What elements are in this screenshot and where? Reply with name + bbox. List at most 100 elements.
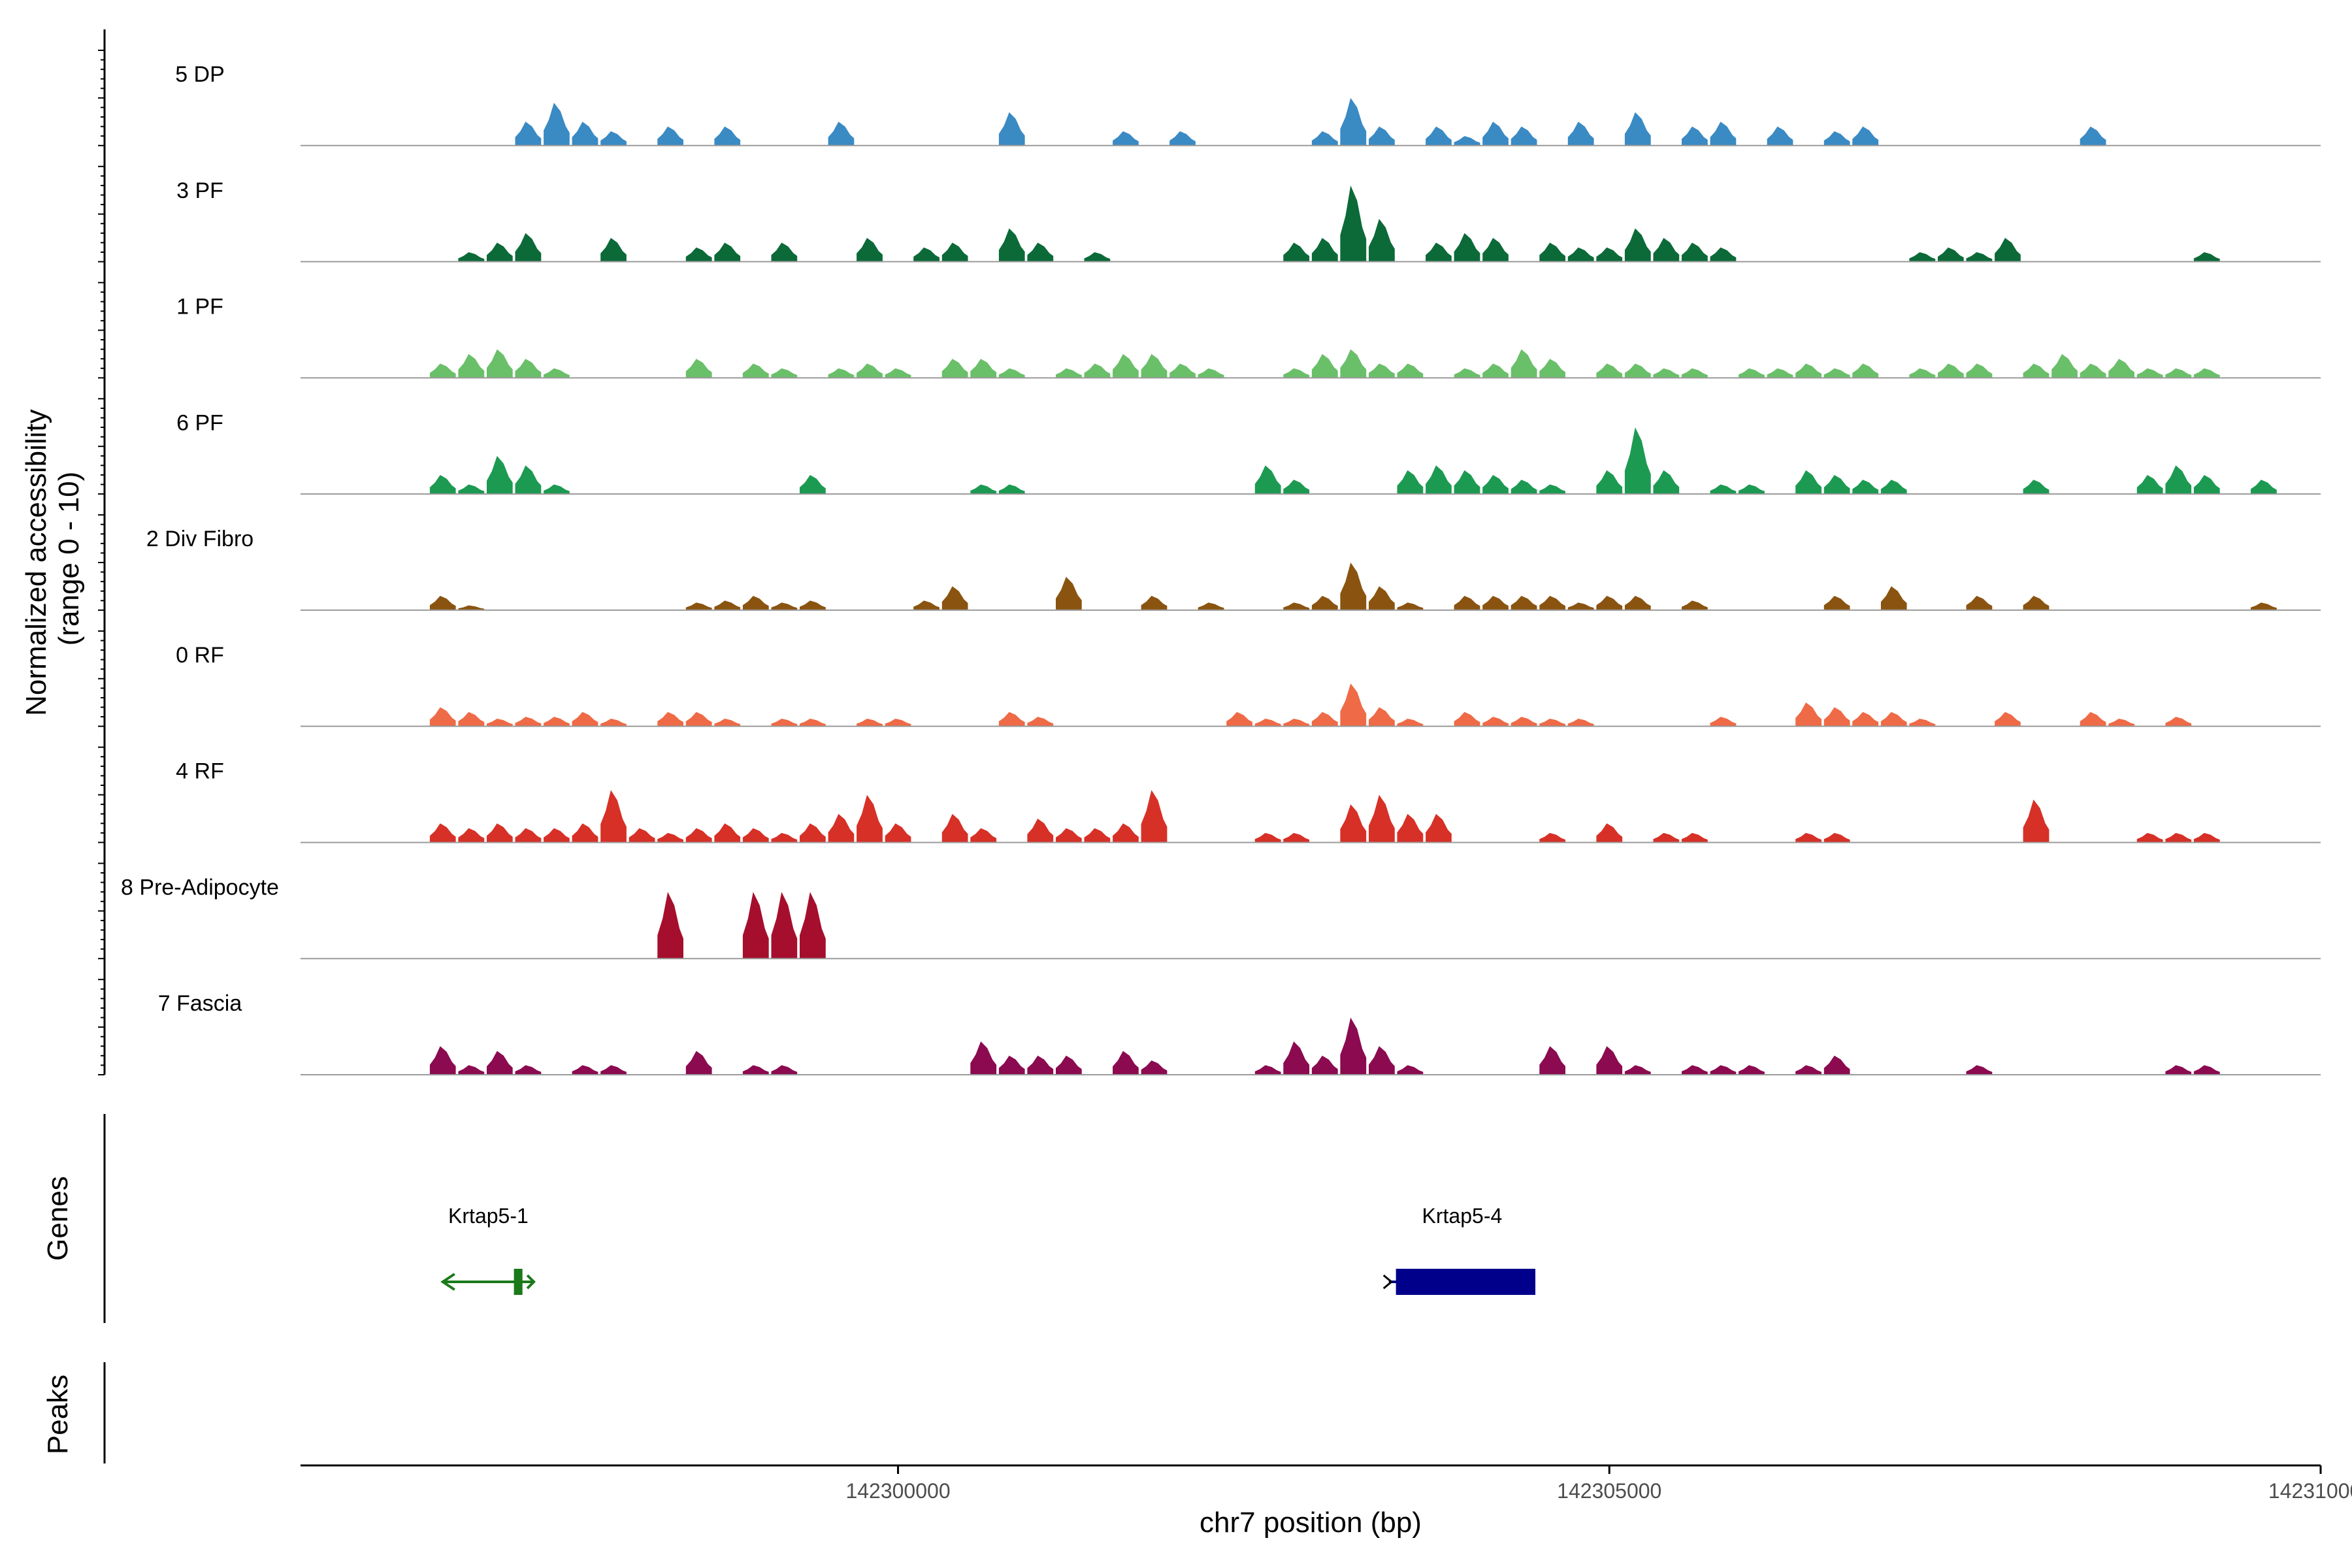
coverage-peak bbox=[2165, 832, 2192, 843]
coverage-peak bbox=[1254, 719, 1281, 727]
coverage-peak bbox=[1511, 596, 1537, 610]
coverage-peak bbox=[1653, 832, 1680, 843]
coverage-peak bbox=[1596, 596, 1623, 610]
coverage-peak bbox=[1624, 427, 1651, 495]
coverage-peak bbox=[1567, 602, 1594, 610]
coverage-peak bbox=[1141, 596, 1168, 610]
coverage-peak bbox=[1938, 247, 1964, 262]
coverage-peak bbox=[771, 892, 798, 959]
coverage-peak bbox=[1311, 1055, 1338, 1075]
coverage-peak bbox=[1710, 484, 1737, 495]
coverage-peak bbox=[1653, 238, 1680, 262]
gene-krtap5-4: Krtap5-4 bbox=[1382, 1204, 1536, 1295]
coverage-y-ticks bbox=[98, 50, 105, 1075]
coverage-peak bbox=[885, 368, 911, 378]
coverage-peak bbox=[2193, 368, 2220, 378]
coverage-peak bbox=[1966, 252, 1993, 262]
coverage-peak bbox=[941, 242, 968, 262]
coverage-peak bbox=[1909, 252, 1936, 262]
coverage-peak bbox=[913, 247, 939, 262]
coverage-peak bbox=[429, 1046, 456, 1075]
coverage-peak bbox=[1141, 353, 1168, 378]
coverage-peak bbox=[1739, 1065, 1765, 1075]
coverage-peak bbox=[1539, 596, 1565, 610]
coverage-peak bbox=[458, 711, 485, 727]
coverage-peak bbox=[1710, 717, 1737, 727]
coverage-peak bbox=[1624, 228, 1651, 262]
coverage-peak bbox=[742, 892, 769, 959]
coverage-peak bbox=[2165, 368, 2192, 378]
x-axis-title: chr7 position (bp) bbox=[1200, 1507, 1422, 1539]
coverage-peak bbox=[685, 711, 712, 727]
gene-start-cap-icon bbox=[1382, 1274, 1394, 1290]
coverage-peak bbox=[2051, 353, 2078, 378]
coverage-peak bbox=[544, 828, 570, 843]
coverage-peak bbox=[1340, 97, 1367, 146]
coverage-peak bbox=[2165, 465, 2192, 495]
coverage-peak bbox=[800, 892, 826, 959]
coverage-peak bbox=[458, 828, 485, 843]
coverage-peak bbox=[1311, 353, 1338, 378]
coverage-peak bbox=[1369, 586, 1395, 610]
coverage-peak bbox=[1311, 131, 1338, 146]
coverage-peak bbox=[2023, 799, 2050, 843]
coverage-peak bbox=[998, 112, 1025, 146]
coverage-peak bbox=[1653, 368, 1680, 378]
coverage-peak bbox=[828, 368, 855, 378]
coverage-peak bbox=[1539, 242, 1565, 262]
coverage-peak bbox=[657, 832, 683, 843]
coverage-peak bbox=[515, 233, 542, 262]
coverage-peak bbox=[600, 719, 627, 727]
coverage-peak bbox=[1966, 596, 1993, 610]
track-1-pf: 1 PF bbox=[176, 295, 2321, 379]
coverage-peak bbox=[2136, 368, 2163, 378]
coverage-peak bbox=[1909, 719, 1936, 727]
coverage-peak bbox=[1056, 1055, 1082, 1075]
coverage-peak bbox=[1511, 126, 1537, 146]
coverage-peak bbox=[1426, 813, 1452, 843]
coverage-peak bbox=[429, 475, 456, 495]
coverage-peak bbox=[1340, 683, 1367, 727]
coverage-peak bbox=[1852, 711, 1879, 727]
coverage-peak bbox=[1340, 1017, 1367, 1075]
track-6-pf: 6 PF bbox=[176, 410, 2321, 495]
gene-end-cap-icon bbox=[526, 1274, 536, 1290]
coverage-peak bbox=[1340, 563, 1367, 610]
y-axis-title: Normalized accessibility (range 0 - 10) bbox=[20, 401, 85, 716]
coverage-peak bbox=[998, 711, 1025, 727]
coverage-peak bbox=[998, 368, 1025, 378]
y-axis-title-line-2: (range 0 - 10) bbox=[53, 472, 85, 646]
coverage-peak bbox=[1311, 711, 1338, 727]
x-tick-label: 142300000 bbox=[845, 1479, 950, 1503]
coverage-peak bbox=[1739, 368, 1765, 378]
coverage-peak bbox=[429, 363, 456, 378]
coverage-tracks: 5 DP 3 PF 1 PF 6 PF 2 Div Fibro 0 RF 4 RF 8 Pre… bbox=[121, 62, 2321, 1075]
coverage-peak bbox=[1795, 702, 1821, 727]
coverage-peak bbox=[487, 455, 513, 495]
coverage-peak bbox=[771, 368, 798, 378]
track-5-dp: 5 DP bbox=[175, 62, 2321, 146]
y-axis-title-line-1: Normalized accessibility bbox=[20, 409, 52, 715]
coverage-peak bbox=[458, 484, 485, 495]
track-label: 3 PF bbox=[176, 178, 223, 203]
gene-label: Krtap5-4 bbox=[1422, 1204, 1503, 1228]
coverage-peak bbox=[1283, 1041, 1310, 1075]
coverage-peak bbox=[771, 719, 798, 727]
coverage-peak bbox=[714, 242, 741, 262]
coverage-peak bbox=[1710, 247, 1737, 262]
coverage-peak bbox=[1426, 242, 1452, 262]
coverage-peak bbox=[742, 1065, 769, 1075]
coverage-peak bbox=[1880, 480, 1907, 495]
coverage-peak bbox=[1283, 368, 1310, 378]
coverage-peak bbox=[1823, 832, 1850, 843]
coverage-peak bbox=[1938, 363, 1964, 378]
coverage-peak bbox=[2023, 363, 2050, 378]
track-0-rf: 0 RF bbox=[176, 643, 2321, 727]
coverage-peak bbox=[600, 1065, 627, 1075]
coverage-peak bbox=[1254, 832, 1281, 843]
coverage-peak bbox=[1283, 602, 1310, 610]
coverage-peak bbox=[1823, 368, 1850, 378]
coverage-peak bbox=[600, 131, 627, 146]
coverage-peak bbox=[429, 823, 456, 843]
coverage-peak bbox=[2193, 832, 2220, 843]
